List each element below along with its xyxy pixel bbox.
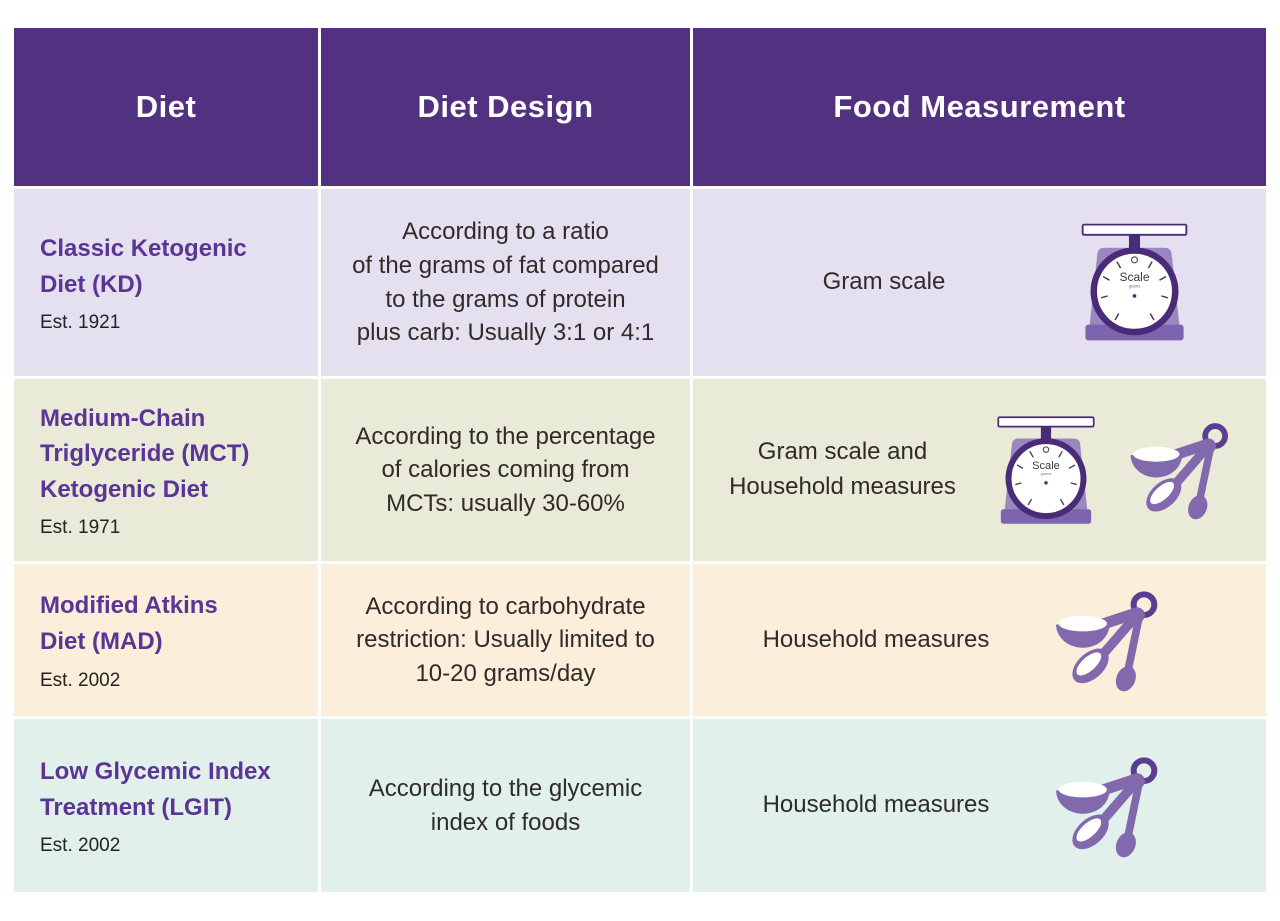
- column-header-diet-design: Diet Design: [321, 28, 690, 186]
- column-header-food-measurement: Food Measurement: [693, 28, 1266, 186]
- table-cell-diet: Medium-Chain Triglyceride (MCT) Ketogeni…: [14, 379, 318, 561]
- gram-scale-icon: [982, 413, 1110, 528]
- table-cell-diet: Modified Atkins Diet (MAD) Est. 2002: [14, 564, 318, 716]
- table-cell-design: According to a ratio of the grams of fat…: [321, 189, 690, 376]
- table-cell-measurement: Household measures: [693, 564, 1266, 716]
- table-cell-design: According to the glycemic index of foods: [321, 719, 690, 892]
- measuring-spoons-icon: [1049, 750, 1170, 862]
- gram-scale-icon: [1065, 220, 1204, 345]
- measurement-text: Household measures: [762, 625, 990, 653]
- diet-name: Medium-Chain Triglyceride (MCT) Ketogeni…: [40, 404, 250, 503]
- diet-established: Est. 2002: [40, 669, 121, 691]
- table-cell-diet: Classic Ketogenic Diet (KD) Est. 1921: [14, 189, 318, 376]
- measuring-spoons-icon: [1049, 584, 1170, 696]
- table-cell-diet: Low Glycemic Index Treatment (LGIT) Est.…: [14, 719, 318, 892]
- diet-established: Est. 2002: [40, 835, 121, 857]
- diet-name: Low Glycemic Index Treatment (LGIT): [40, 757, 271, 821]
- diet-established: Est. 1921: [40, 312, 121, 334]
- diet-name: Classic Ketogenic Diet (KD): [40, 234, 247, 298]
- measurement-text: Gram scale and Household measures: [729, 438, 956, 500]
- measurement-text: Household measures: [762, 791, 990, 819]
- measurement-icons: [1049, 584, 1170, 696]
- diet-established: Est. 1971: [40, 517, 121, 539]
- table-cell-measurement: Household measures: [693, 719, 1266, 892]
- table-cell-design: According to carbohydrate restriction: U…: [321, 564, 690, 716]
- diet-comparison-table: Diet Diet Design Food Measurement Classi…: [14, 28, 1266, 892]
- table-cell-measurement: Gram scale and Household measures: [693, 379, 1266, 561]
- column-header-diet: Diet: [14, 28, 318, 186]
- table-cell-design: According to the percentage of calories …: [321, 379, 690, 561]
- measuring-spoons-icon: [1124, 416, 1240, 524]
- measurement-text: Gram scale: [822, 268, 946, 296]
- measurement-icons: [1049, 750, 1170, 862]
- measurement-icons: [1065, 220, 1204, 345]
- diet-name: Modified Atkins Diet (MAD): [40, 592, 218, 655]
- table-cell-measurement: Gram scale: [693, 189, 1266, 376]
- measurement-icons: [982, 413, 1240, 528]
